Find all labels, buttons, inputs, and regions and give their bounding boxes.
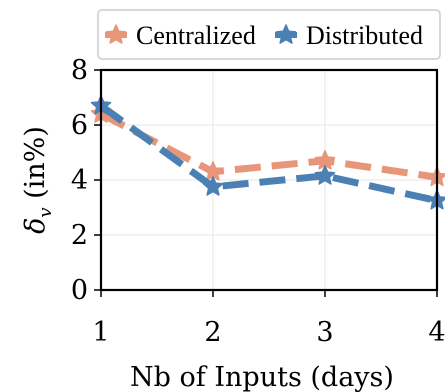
legend-label: Distributed [306, 21, 423, 50]
x-tick-label: 4 [428, 317, 445, 348]
legend-box [97, 9, 441, 60]
series-centralized [90, 103, 445, 187]
legend-item-distributed: Distributed [275, 21, 423, 50]
y-tick-label: 8 [71, 55, 88, 86]
data-point [202, 176, 224, 196]
y-tick-label: 6 [71, 110, 88, 141]
series-distributed [90, 95, 445, 210]
legend-swatch-marker [275, 24, 297, 44]
series-line [98, 102, 438, 205]
y-tick-label: 0 [71, 275, 88, 306]
legend-swatch-marker [105, 24, 127, 44]
legend-items: Centralized Distributed [105, 21, 423, 50]
legend-label: Centralized [136, 21, 256, 50]
ticks: 0 2 4 6 8 1 2 3 4 [71, 55, 445, 348]
y-tick-label: 4 [71, 165, 88, 196]
y-axis-label: δv (in%) [20, 126, 56, 234]
series-line [99, 110, 438, 181]
legend-item-centralized: Centralized [105, 21, 256, 50]
y-tick-label: 2 [71, 220, 88, 251]
legend: Centralized Distributed [97, 9, 441, 60]
data-point [314, 165, 336, 185]
x-tick-label: 2 [204, 317, 221, 348]
x-tick-label: 1 [92, 317, 109, 348]
series-layer [90, 95, 445, 210]
x-axis-label: Nb of Inputs (days) [130, 362, 394, 392]
x-tick-label: 3 [316, 317, 333, 348]
